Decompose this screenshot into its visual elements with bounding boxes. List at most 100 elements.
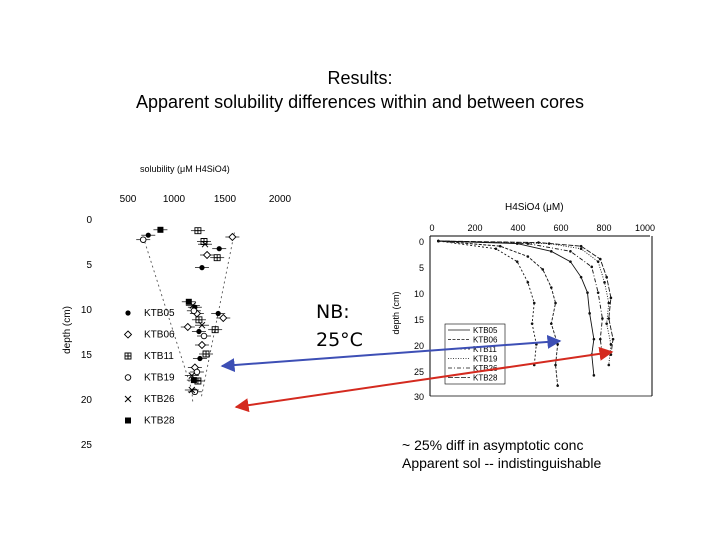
profile-point-ktb06: [556, 343, 559, 346]
left-ytick-label: 15: [81, 350, 93, 361]
profile-point-ktb19: [607, 363, 611, 367]
blue-comparison-arrow: [220, 334, 562, 373]
data-point-ktb26: [188, 386, 196, 394]
data-point-ktb28: [157, 226, 164, 233]
left-chart-title: solubility (μM H4SiO4): [140, 164, 230, 174]
data-point-ktb19: [190, 307, 198, 315]
right-ytick-label: 0: [419, 237, 424, 247]
data-point-ktb06: [183, 322, 192, 332]
right-xtick-label: 200: [467, 223, 482, 233]
data-point-ktb05: [216, 246, 222, 252]
profile-line-ktb11: [438, 240, 537, 366]
profile-point-ktb06: [549, 286, 553, 289]
left-y-axis-label: depth (cm): [62, 306, 73, 354]
red-comparison-arrow: [234, 346, 614, 413]
data-point-ktb06: [228, 232, 237, 242]
profile-point-ktb19: [603, 281, 606, 284]
data-point-ktb11: [213, 254, 221, 262]
profile-point-ktb05: [549, 250, 553, 253]
right-xtick-label: 600: [553, 223, 568, 233]
profile-point-ktb26: [569, 250, 572, 253]
legend-marker-ktb28: [125, 417, 131, 424]
legend-marker-ktb26: [124, 395, 132, 403]
profile-point-ktb19: [609, 343, 613, 346]
right-ytick-label: 15: [414, 315, 424, 325]
right-chart-title: H4SiO4 (μM): [505, 202, 564, 213]
legend-marker-ktb11: [124, 352, 132, 360]
legend-label-ktb11: KTB11: [144, 351, 174, 362]
right-ytick-label: 30: [414, 392, 424, 402]
profile-point-ktb26: [598, 337, 602, 341]
legend-marker-ktb06: [123, 330, 133, 339]
data-point-ktb11: [194, 227, 202, 235]
right-y-axis: 0 5 10 15 20 25 30 depth (cm): [391, 236, 431, 402]
profile-point-ktb05: [586, 291, 589, 294]
profile-point-ktb06: [554, 301, 557, 305]
right-ytick-label: 20: [414, 341, 424, 351]
right-ytick-label: 25: [414, 367, 424, 377]
profile-point-ktb06: [554, 363, 557, 367]
data-point-ktb19: [200, 332, 208, 340]
profile-point-ktb28: [598, 257, 602, 261]
legend-label-ktb19: KTB19: [473, 355, 498, 364]
left-chart: solubility (μM H4SiO4) 500 1000 1500 200…: [62, 164, 292, 451]
profile-point-ktb05: [579, 275, 583, 279]
profile-point-ktb11: [494, 247, 498, 251]
legend-label-ktb26: KTB26: [144, 394, 175, 405]
left-ytick-label: 10: [81, 305, 93, 316]
profile-point-ktb28: [607, 317, 611, 320]
right-ytick-label: 10: [414, 289, 424, 299]
data-point-ktb28: [190, 377, 197, 384]
legend-label-ktb05: KTB05: [473, 326, 498, 335]
profile-point-ktb26: [526, 242, 530, 245]
data-point-ktb06: [219, 313, 228, 323]
data-point-ktb06: [197, 340, 207, 350]
legend-label-ktb28: KTB28: [144, 416, 175, 427]
data-point-ktb06: [202, 250, 212, 260]
left-xtick-label: 1000: [163, 194, 186, 205]
slide-title: Results: Apparent solubility differences…: [0, 66, 720, 114]
right-x-axis: 0 200 400 600 800 1000: [429, 223, 655, 397]
profile-point-ktb11: [532, 301, 536, 305]
profile-point-ktb11: [515, 260, 519, 263]
handwritten-note-line-2: 25°C: [316, 329, 363, 351]
left-legend: KTB05 KTB06 KTB11 KTB19 KTB26 KTB28: [123, 308, 175, 427]
data-point-ktb05: [197, 355, 203, 362]
profile-point-ktb05: [569, 260, 572, 263]
data-point-ktb05: [199, 265, 205, 271]
profile-point-ktb06: [498, 244, 502, 248]
profile-point-ktb26: [596, 291, 600, 294]
profile-point-ktb06: [549, 322, 553, 325]
legend-marker-ktb19: [124, 374, 132, 381]
data-point-ktb19: [193, 368, 201, 376]
right-ytick-label: 5: [419, 263, 424, 273]
legend-label-ktb06: KTB06: [473, 336, 498, 345]
profile-point-ktb28: [605, 275, 608, 279]
profile-point-ktb28: [579, 244, 583, 248]
left-ytick-label: 0: [86, 215, 92, 226]
handwritten-note-line-1: NB:: [316, 301, 350, 323]
right-xtick-label: 400: [510, 223, 525, 233]
title-line-2: Apparent solubility differences within a…: [136, 92, 584, 112]
note-line-2: Apparent sol -- indistinguishable: [402, 455, 602, 471]
annotation-notes: ~ 25% diff in asymptotic conc Apparent s…: [402, 436, 601, 472]
data-point-ktb11: [195, 316, 203, 324]
profile-point-ktb26: [590, 265, 594, 269]
note-line-1: ~ 25% diff in asymptotic conc: [402, 437, 584, 453]
legend-label-ktb19: KTB19: [144, 373, 175, 384]
legend-label-ktb28: KTB28: [473, 374, 498, 383]
profile-point-ktb28: [609, 296, 613, 300]
left-xtick-label: 2000: [269, 194, 292, 205]
profile-line-ktb26: [438, 240, 603, 355]
data-point-ktb05: [196, 328, 202, 335]
profile-point-ktb28: [437, 239, 440, 243]
left-ytick-label: 5: [86, 260, 92, 271]
legend-label-ktb05: KTB05: [144, 308, 175, 319]
left-ytick-label: 20: [81, 395, 93, 406]
profile-point-ktb19: [607, 301, 611, 305]
right-y-axis-label: depth (cm): [391, 291, 401, 334]
profile-point-ktb06: [556, 384, 559, 387]
profile-point-ktb05: [592, 374, 596, 377]
profile-point-ktb06: [526, 255, 530, 258]
